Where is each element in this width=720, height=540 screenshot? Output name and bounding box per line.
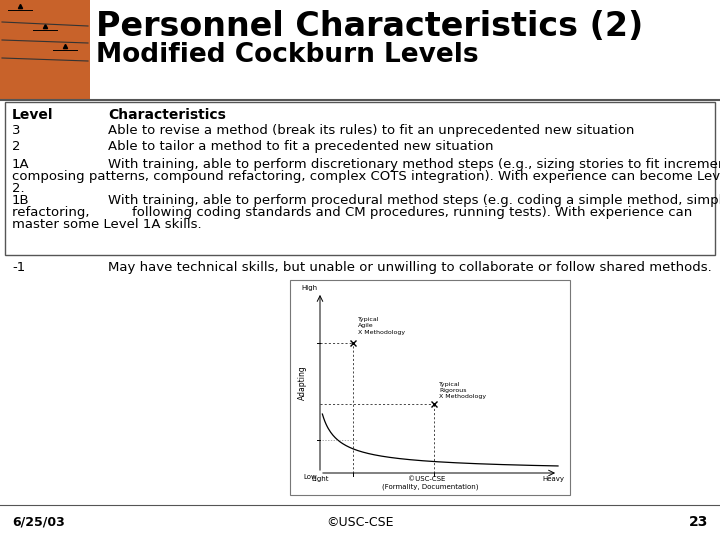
- Text: Typical
Agile
X Methodology: Typical Agile X Methodology: [359, 318, 405, 335]
- Text: 6/25/03: 6/25/03: [12, 516, 65, 529]
- Text: (Formality, Documentation): (Formality, Documentation): [382, 483, 478, 490]
- Text: 2: 2: [12, 140, 20, 153]
- Text: Adapting: Adapting: [297, 365, 307, 400]
- Text: Modified Cockburn Levels: Modified Cockburn Levels: [96, 42, 479, 68]
- Text: composing patterns, compound refactoring, complex COTS integration). With experi: composing patterns, compound refactoring…: [12, 170, 720, 183]
- Text: May have technical skills, but unable or unwilling to collaborate or follow shar: May have technical skills, but unable or…: [108, 261, 712, 274]
- Text: master some Level 1A skills.: master some Level 1A skills.: [12, 218, 202, 231]
- Text: High: High: [301, 285, 317, 291]
- Text: 2.: 2.: [12, 182, 24, 195]
- Text: With training, able to perform procedural method steps (e.g. coding a simple met: With training, able to perform procedura…: [108, 194, 720, 207]
- Text: 23: 23: [688, 515, 708, 529]
- Text: 3: 3: [12, 124, 20, 137]
- Text: Level: Level: [12, 108, 53, 122]
- Text: ©USC-CSE: ©USC-CSE: [326, 516, 394, 529]
- Text: 1A: 1A: [12, 158, 30, 171]
- FancyBboxPatch shape: [0, 0, 90, 100]
- Text: Able to tailor a method to fit a precedented new situation: Able to tailor a method to fit a precede…: [108, 140, 493, 153]
- Text: Characteristics: Characteristics: [108, 108, 226, 122]
- Text: 1B: 1B: [12, 194, 30, 207]
- Text: Able to revise a method (break its rules) to fit an unprecedented new situation: Able to revise a method (break its rules…: [108, 124, 634, 137]
- Text: Low: Low: [303, 474, 317, 480]
- Text: Heavy: Heavy: [542, 476, 564, 482]
- Text: ©USC-CSE: ©USC-CSE: [408, 476, 446, 482]
- Text: With training, able to perform discretionary method steps (e.g., sizing stories : With training, able to perform discretio…: [108, 158, 720, 171]
- Text: -1: -1: [12, 261, 25, 274]
- Text: Typical
Rigorous
X Methodology: Typical Rigorous X Methodology: [439, 382, 487, 399]
- Text: refactoring,          following coding standards and CM procedures, running test: refactoring, following coding standards …: [12, 206, 692, 219]
- FancyBboxPatch shape: [290, 280, 570, 495]
- FancyBboxPatch shape: [5, 102, 715, 255]
- Text: Personnel Characteristics (2): Personnel Characteristics (2): [96, 10, 643, 43]
- Text: Light: Light: [311, 476, 329, 482]
